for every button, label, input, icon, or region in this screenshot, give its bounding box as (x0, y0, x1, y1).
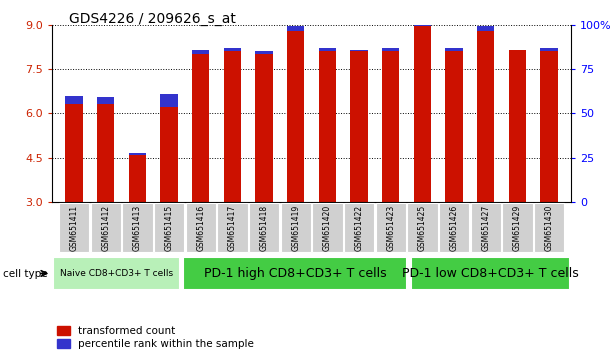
Text: GSM651419: GSM651419 (291, 204, 300, 251)
Text: GSM651417: GSM651417 (228, 204, 237, 251)
Bar (280, 203, 311, 252)
Bar (414, 23, 431, 26)
Text: GSM651427: GSM651427 (481, 204, 490, 251)
Text: GSM651411: GSM651411 (70, 204, 79, 251)
Text: PD-1 low CD8+CD3+ T cells: PD-1 low CD8+CD3+ T cells (402, 267, 579, 280)
Text: GSM651415: GSM651415 (164, 204, 174, 251)
Bar (249, 203, 279, 252)
Bar (477, 26, 494, 31)
Bar (408, 203, 437, 252)
Bar (192, 54, 210, 202)
Text: GSM651426: GSM651426 (450, 204, 459, 251)
Bar (255, 54, 273, 202)
Bar (192, 50, 210, 54)
Text: PD-1 high CD8+CD3+ T cells: PD-1 high CD8+CD3+ T cells (204, 267, 387, 280)
Bar (502, 203, 533, 252)
Bar (414, 26, 431, 202)
Text: GSM651413: GSM651413 (133, 204, 142, 251)
Bar (59, 203, 89, 252)
Bar (218, 203, 247, 252)
Text: GSM651423: GSM651423 (386, 204, 395, 251)
Text: GDS4226 / 209626_s_at: GDS4226 / 209626_s_at (69, 12, 236, 27)
Bar (122, 203, 153, 252)
Bar (54, 257, 180, 290)
Bar (411, 257, 569, 290)
Bar (224, 51, 241, 202)
Bar (540, 51, 558, 202)
Text: GSM651412: GSM651412 (101, 204, 110, 251)
Text: Naive CD8+CD3+ T cells: Naive CD8+CD3+ T cells (60, 269, 174, 278)
Bar (439, 203, 469, 252)
Bar (97, 97, 114, 104)
Bar (65, 96, 83, 104)
Bar (382, 51, 400, 202)
Text: GSM651430: GSM651430 (544, 204, 554, 251)
Bar (97, 104, 114, 202)
Bar (350, 51, 368, 202)
Bar (161, 94, 178, 107)
Text: GSM651416: GSM651416 (196, 204, 205, 251)
Text: GSM651422: GSM651422 (354, 204, 364, 251)
Bar (129, 153, 146, 155)
Text: GSM651420: GSM651420 (323, 204, 332, 251)
Bar (534, 203, 565, 252)
Bar (470, 203, 501, 252)
Bar (224, 48, 241, 51)
Bar (350, 50, 368, 51)
Bar (540, 48, 558, 51)
Legend: transformed count, percentile rank within the sample: transformed count, percentile rank withi… (57, 326, 254, 349)
Bar (312, 203, 343, 252)
Bar (186, 203, 216, 252)
Bar (161, 107, 178, 202)
Bar (509, 50, 526, 202)
Bar (319, 51, 336, 202)
Bar (90, 203, 121, 252)
Bar (183, 257, 408, 290)
Bar (376, 203, 406, 252)
Bar (382, 48, 400, 51)
Bar (255, 51, 273, 54)
Text: GSM651425: GSM651425 (418, 204, 427, 251)
Bar (319, 48, 336, 51)
Bar (344, 203, 375, 252)
Bar (129, 155, 146, 202)
Text: GSM651418: GSM651418 (260, 204, 269, 251)
Text: cell type: cell type (3, 269, 48, 279)
Text: GSM651429: GSM651429 (513, 204, 522, 251)
Bar (65, 104, 83, 202)
Bar (154, 203, 185, 252)
Bar (477, 31, 494, 202)
Bar (287, 31, 304, 202)
Bar (287, 26, 304, 31)
Bar (445, 51, 463, 202)
Bar (445, 48, 463, 51)
